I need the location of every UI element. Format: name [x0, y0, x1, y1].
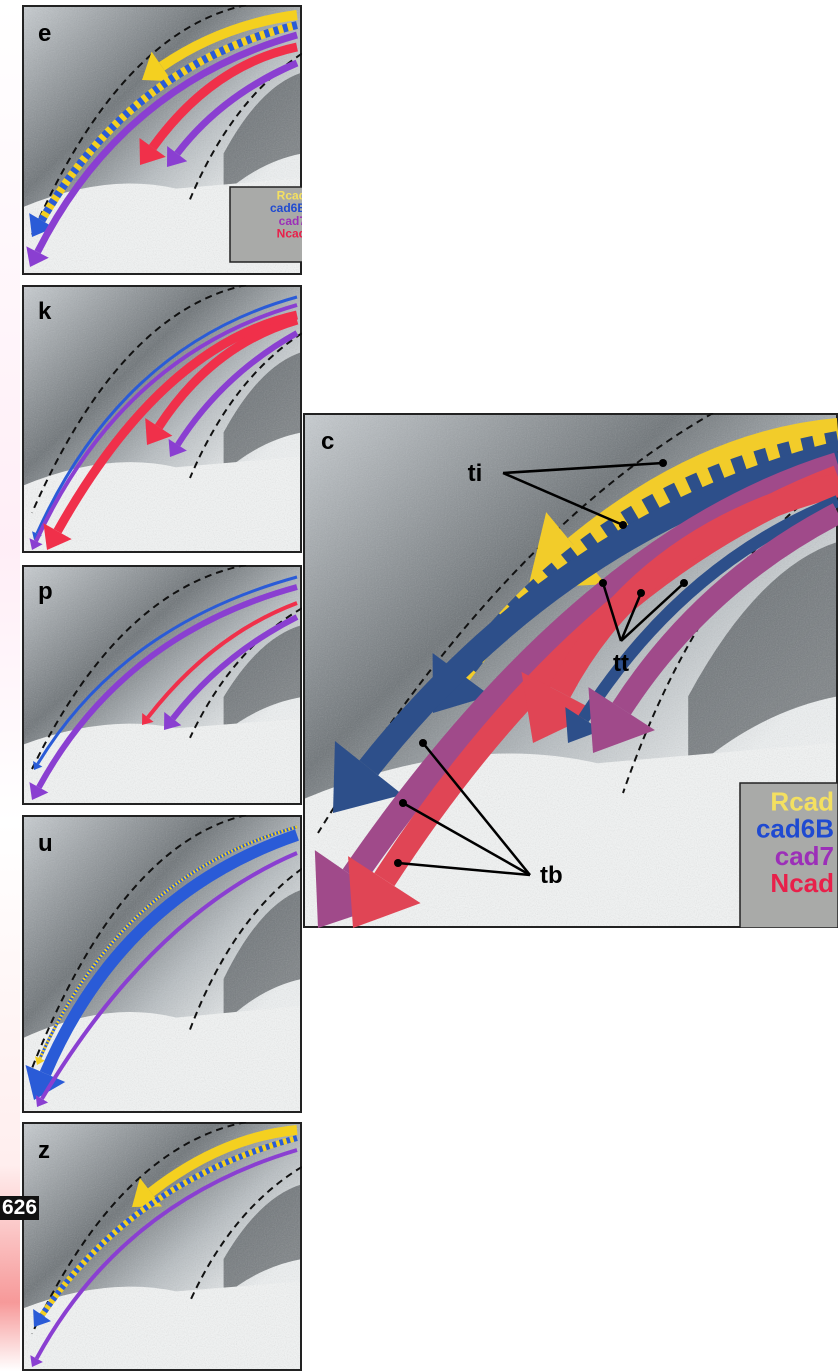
legend-entry: Ncad [277, 226, 302, 240]
annotation-tip [399, 799, 407, 807]
annotation-tip [659, 459, 667, 467]
annotation-tip [680, 579, 688, 587]
panel-label: p [38, 578, 53, 605]
panel-label: e [38, 20, 51, 47]
panel-label: k [38, 298, 52, 325]
annotation-label: tt [613, 650, 629, 677]
page: eRcadcad6Bcad7Ncad k p u z 626 Rcadcad6B… [0, 0, 838, 1371]
annotation-tip [599, 579, 607, 587]
tissue-image [22, 1122, 302, 1371]
page-number: 626 [0, 1196, 39, 1220]
annotation-tip [619, 521, 627, 529]
annotation-label: tb [540, 862, 563, 889]
legend-entry: cad6B [756, 814, 834, 844]
left-edge-strip [0, 0, 20, 1371]
panel-u: u [22, 815, 302, 1113]
panel-k: k [22, 285, 302, 553]
annotation-tip [419, 739, 427, 747]
legend-entry: Ncad [770, 868, 834, 898]
legend-entry: Rcad [770, 786, 834, 816]
panel-label: z [38, 1137, 50, 1164]
panel-label: u [38, 830, 53, 857]
legend-entry: cad7 [775, 841, 834, 871]
annotation-label: ti [468, 460, 483, 487]
annotation-tip [394, 859, 402, 867]
panel-z: z [22, 1122, 302, 1371]
figure: eRcadcad6Bcad7Ncad k p u z 626 Rcadcad6B… [0, 0, 838, 1371]
annotation-tip [637, 589, 645, 597]
panel-label: c [321, 428, 334, 455]
panel-e: eRcadcad6Bcad7Ncad [22, 5, 302, 275]
panel-p: p [22, 565, 302, 805]
tissue [22, 1122, 302, 1371]
